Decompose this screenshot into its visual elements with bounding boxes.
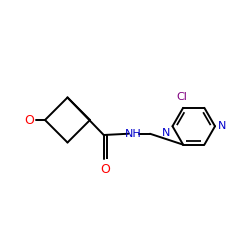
Text: O: O: [100, 163, 110, 176]
Text: N: N: [218, 121, 226, 131]
Text: NH: NH: [126, 129, 142, 139]
Text: N: N: [162, 128, 170, 138]
Text: O: O: [24, 114, 34, 126]
Text: Cl: Cl: [176, 92, 187, 102]
